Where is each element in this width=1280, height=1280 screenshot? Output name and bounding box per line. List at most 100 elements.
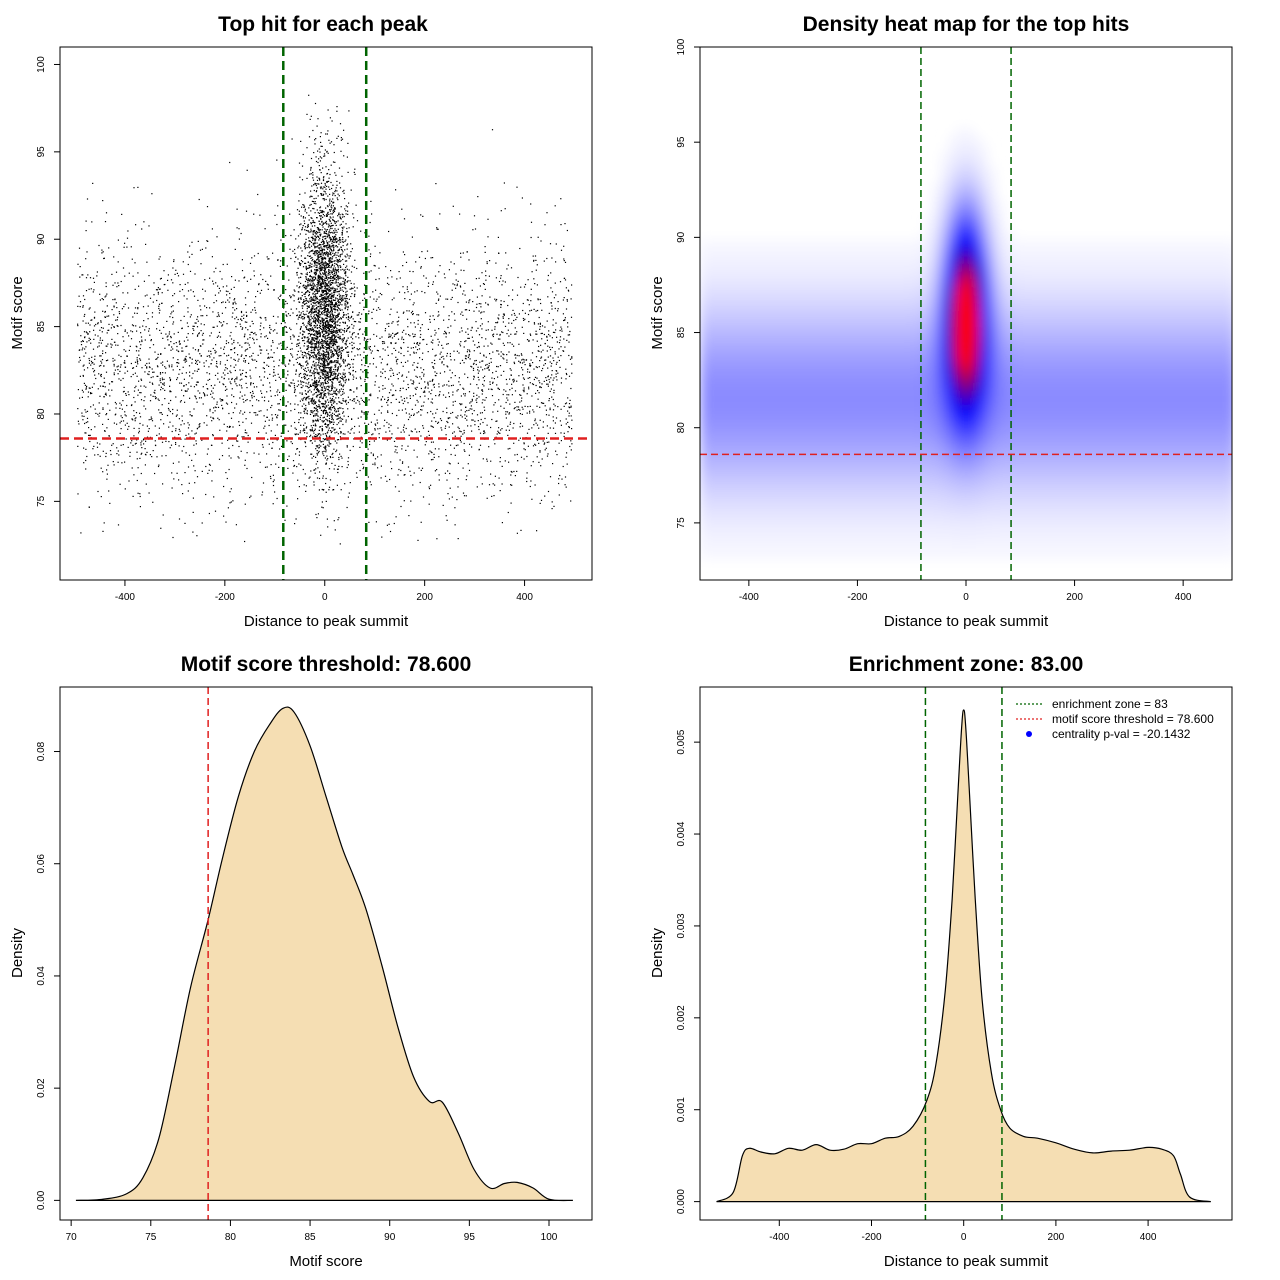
scatter-point <box>289 295 291 297</box>
scatter-point <box>359 321 361 323</box>
scatter-point <box>309 204 311 206</box>
scatter-point <box>387 411 389 413</box>
scatter-point <box>304 378 306 380</box>
scatter-point <box>374 428 376 430</box>
scatter-point <box>544 495 546 497</box>
scatter-point <box>137 389 139 391</box>
scatter-point <box>206 355 208 357</box>
scatter-point <box>121 462 123 464</box>
scatter-point <box>391 412 393 415</box>
scatter-point <box>531 498 533 500</box>
scatter-point <box>458 352 460 354</box>
scatter-point <box>504 325 507 327</box>
scatter-point <box>421 467 424 469</box>
scatter-point <box>518 408 520 411</box>
scatter-point <box>341 457 343 459</box>
scatter-point <box>404 298 406 300</box>
scatter-point <box>424 391 426 393</box>
scatter-point <box>326 415 328 417</box>
scatter-point <box>563 245 565 247</box>
scatter-point <box>331 292 333 294</box>
scatter-point <box>501 522 503 524</box>
scatter-point <box>568 415 570 417</box>
scatter-point <box>155 398 157 400</box>
scatter-point <box>163 270 165 272</box>
scatter-point <box>381 372 384 374</box>
scatter-point <box>266 453 268 455</box>
scatter-point <box>328 386 330 389</box>
scatter-point <box>222 263 224 266</box>
scatter-point <box>314 276 316 278</box>
scatter-point <box>416 376 418 378</box>
scatter-point <box>407 291 409 293</box>
scatter-point <box>94 454 96 456</box>
scatter-point <box>370 270 372 272</box>
scatter-point <box>362 333 364 335</box>
scatter-point <box>565 368 567 370</box>
scatter-point <box>329 346 331 348</box>
scatter-point <box>516 331 518 333</box>
scatter-point <box>312 385 314 387</box>
scatter-point <box>368 348 370 350</box>
scatter-point <box>436 291 438 293</box>
scatter-point <box>442 385 444 387</box>
scatter-point <box>94 311 96 313</box>
scatter-point <box>331 338 333 340</box>
scatter-point <box>311 343 313 345</box>
scatter-point <box>215 344 217 346</box>
scatter-point <box>429 315 431 317</box>
scatter-point <box>178 340 181 342</box>
scatter-point <box>124 242 126 244</box>
scatter-point <box>509 389 511 391</box>
scatter-point <box>565 378 567 380</box>
scatter-point <box>323 403 325 406</box>
scatter-point <box>160 527 162 529</box>
scatter-point <box>348 257 350 259</box>
scatter-point <box>120 444 122 446</box>
scatter-point <box>477 327 479 329</box>
scatter-point <box>404 474 406 476</box>
scatter-point <box>108 389 110 391</box>
scatter-point <box>325 382 327 385</box>
scatter-point <box>203 365 205 367</box>
scatter-point <box>314 428 316 430</box>
scatter-point <box>354 293 356 295</box>
scatter-point <box>513 361 515 363</box>
scatter-point <box>450 385 453 387</box>
scatter-point <box>325 386 327 388</box>
scatter-point <box>333 334 335 336</box>
scatter-point <box>329 142 331 144</box>
scatter-point <box>136 451 138 453</box>
scatter-point <box>208 350 210 352</box>
scatter-point <box>491 329 493 331</box>
scatter-point <box>338 238 341 240</box>
scatter-point <box>117 333 119 335</box>
scatter-point <box>464 393 466 395</box>
scatter-point <box>255 334 257 336</box>
scatter-point <box>345 340 348 342</box>
scatter-point <box>482 283 485 285</box>
scatter-point <box>500 275 502 277</box>
scatter-point <box>334 336 337 338</box>
scatter-point <box>241 328 243 330</box>
scatter-point <box>320 534 322 536</box>
scatter-point <box>339 214 341 216</box>
scatter-point <box>216 325 218 327</box>
scatter-point <box>434 470 436 472</box>
scatter-point <box>351 334 353 336</box>
scatter-point <box>554 353 556 355</box>
scatter-point <box>353 283 355 285</box>
scatter-point <box>334 299 336 301</box>
scatter-point <box>421 371 423 374</box>
scatter-point <box>82 295 85 297</box>
scatter-point <box>223 346 226 348</box>
scatter-point <box>307 323 309 325</box>
scatter-point <box>347 307 349 309</box>
scatter-point <box>433 383 435 385</box>
scatter-point <box>244 429 246 431</box>
scatter-point <box>539 451 541 453</box>
scatter-point <box>335 377 337 379</box>
scatter-point <box>480 303 482 305</box>
scatter-point <box>170 444 173 446</box>
scatter-point <box>295 373 297 375</box>
